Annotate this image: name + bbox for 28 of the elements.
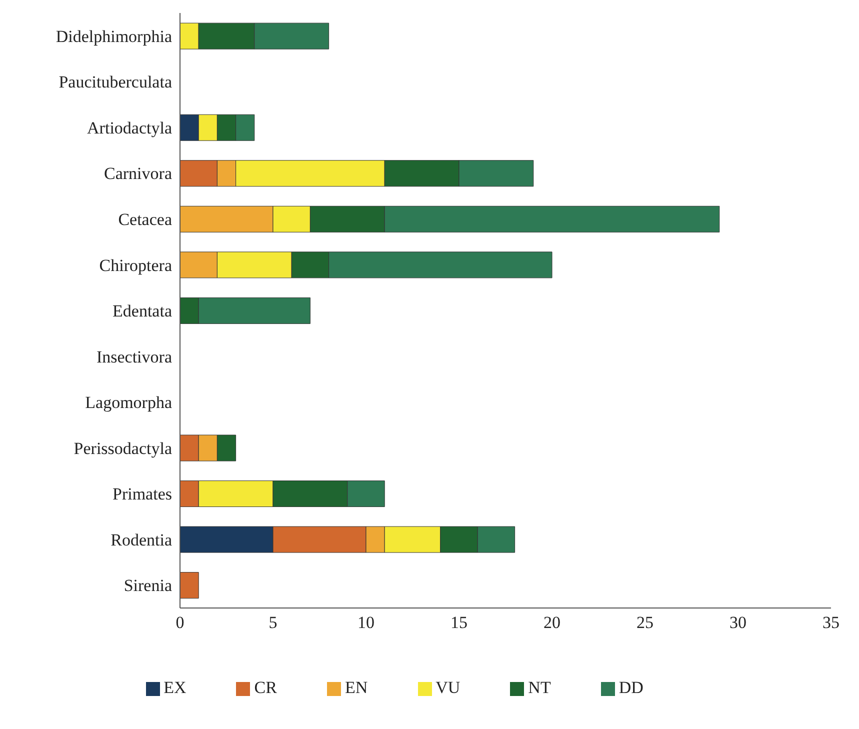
y-tick-label: Carnivora: [104, 164, 172, 184]
y-tick-label: Perissodactyla: [74, 438, 172, 458]
y-tick-label: Chiroptera: [99, 256, 172, 275]
y-tick-label: Lagomorpha: [85, 393, 172, 412]
legend-label: CR: [254, 678, 277, 697]
y-tick-label: Cetacea: [118, 210, 172, 229]
bar: [180, 572, 199, 599]
y-tick-label: Sirenia: [124, 576, 172, 596]
x-tick-label: 20: [544, 613, 560, 632]
y-tick-label: Primates: [112, 484, 172, 504]
x-tick-label: 35: [822, 613, 840, 632]
legend-label: DD: [618, 678, 644, 697]
y-tick-label: Didelphimorphia: [56, 26, 172, 46]
x-tick-label: 25: [636, 613, 654, 632]
y-tick-label: Paucituberculata: [58, 72, 172, 92]
y-tick-label: Edentata: [112, 302, 172, 321]
y-tick-label: Artiodactyla: [87, 118, 172, 138]
x-tick-label: 30: [730, 613, 746, 632]
y-tick-label: Insectivora: [96, 347, 172, 366]
x-tick-label: 15: [450, 613, 468, 632]
x-tick-label: 5: [268, 613, 278, 632]
legend-label: EN: [344, 678, 368, 697]
x-tick-label: 0: [176, 613, 184, 632]
legend-label: VU: [436, 678, 460, 697]
legend-label: EX: [164, 678, 186, 697]
y-tick-label: Rodentia: [110, 530, 172, 550]
x-tick-label: 10: [358, 613, 374, 632]
legend-label: NT: [528, 678, 551, 697]
